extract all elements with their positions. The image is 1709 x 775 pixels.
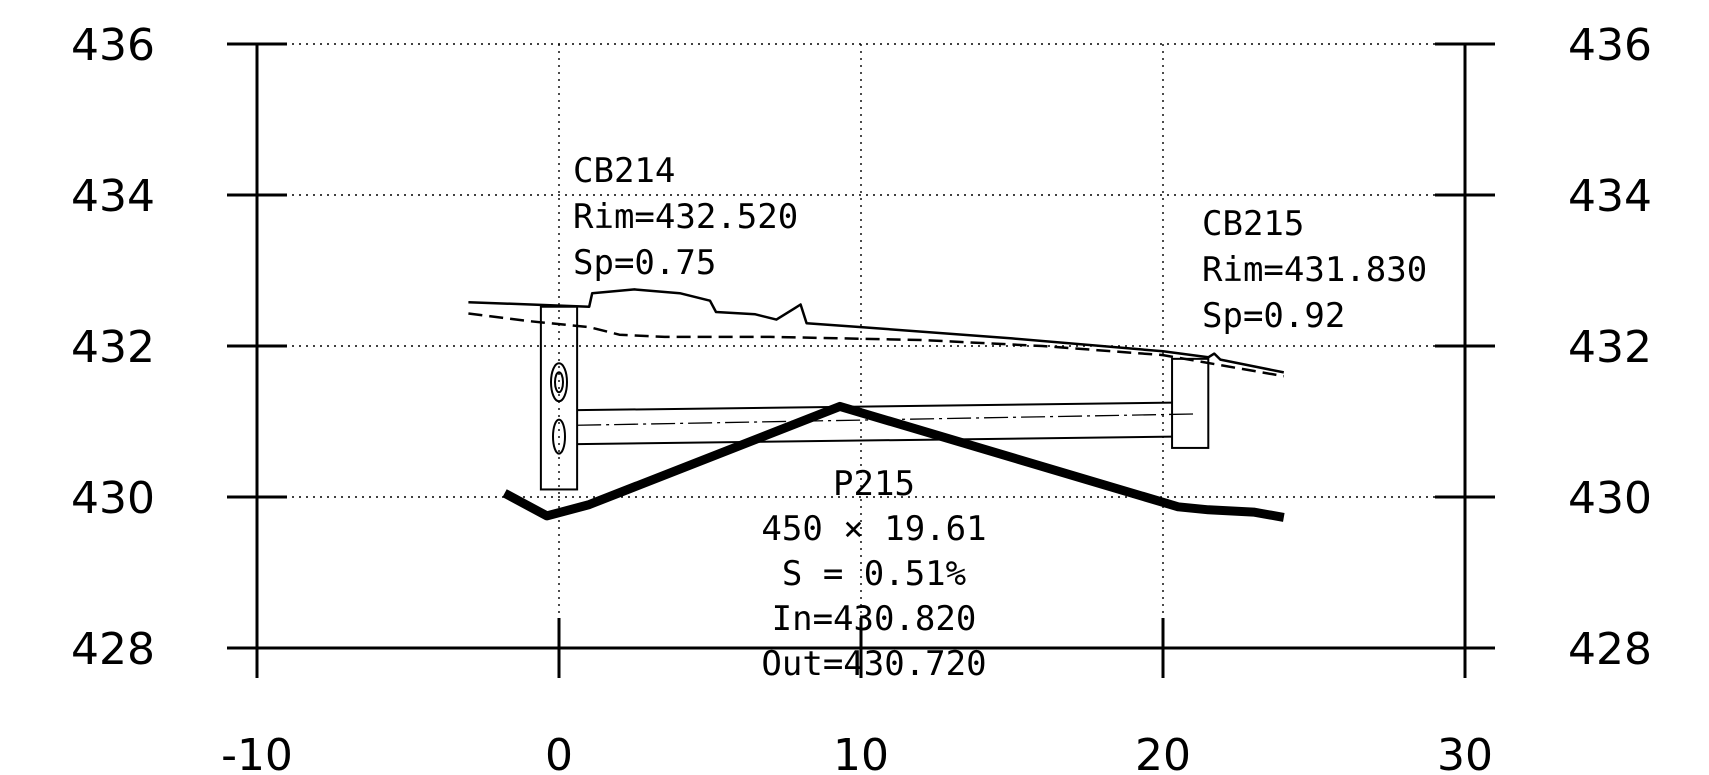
structure-box-cb214 — [539, 305, 579, 491]
series-layer — [468, 288, 1285, 522]
y-tick-label-left-1: 430 — [71, 473, 155, 524]
label-cb215-line-1: Rim=431.830 — [1202, 250, 1427, 290]
series-line-2-ground — [502, 401, 1285, 522]
label-cb215-line-2: Sp=0.92 — [1202, 296, 1345, 336]
series-line-1-dashed — [468, 312, 1285, 378]
y-tick-label-left-3: 434 — [71, 171, 155, 222]
label-p215-line-1: 450 × 19.61 — [761, 509, 986, 549]
pipe-obvert-line — [577, 401, 1173, 412]
y-tick-label-left-4: 436 — [71, 20, 155, 71]
label-p215-line-3: In=430.820 — [772, 599, 977, 639]
label-cb214-line-1: Rim=432.520 — [573, 197, 798, 237]
label-cb214-line-0: CB214 — [573, 151, 675, 191]
connection-ellipse-inner — [554, 371, 564, 394]
structure-box-cb215 — [1171, 357, 1210, 449]
pipe-invert-line — [577, 435, 1173, 446]
y-tick-label-right-3: 434 — [1568, 171, 1652, 222]
x-tick-label-1: 0 — [545, 730, 573, 775]
connection-ellipse-outer — [550, 362, 568, 403]
label-p215-line-2: S = 0.51% — [782, 554, 966, 594]
y-tick-label-right-1: 430 — [1568, 473, 1652, 524]
label-cb215-line-0: CB215 — [1202, 204, 1304, 244]
label-p215-line-0: P215 — [833, 464, 915, 504]
grid-layer — [257, 43, 1465, 648]
structure-layer — [539, 305, 1210, 491]
x-tick-label-4: 30 — [1437, 730, 1493, 775]
label-cb214-line-2: Sp=0.75 — [573, 243, 716, 283]
x-tick-label-2: 10 — [833, 730, 889, 775]
y-tick-label-left-0: 428 — [71, 624, 155, 675]
x-tick-label-3: 20 — [1135, 730, 1191, 775]
label-p215-line-4: Out=430.720 — [761, 644, 986, 684]
y-tick-label-left-2: 432 — [71, 322, 155, 373]
series-line-0-solid — [468, 288, 1285, 374]
label-layer: CB214 Rim=432.520 Sp=0.75 CB215 Rim=431.830 S… — [573, 151, 1427, 684]
y-tick-label-right-0: 428 — [1568, 624, 1652, 675]
connection-ellipse-lower — [552, 418, 566, 455]
y-tick-label-right-2: 432 — [1568, 322, 1652, 373]
y-tick-label-right-4: 436 — [1568, 20, 1652, 71]
axis-layer: 428 428 430 430 432 432 434 434 436 436 -10 0 10 20 30 — [71, 20, 1652, 775]
x-tick-label-0: -10 — [221, 730, 293, 775]
